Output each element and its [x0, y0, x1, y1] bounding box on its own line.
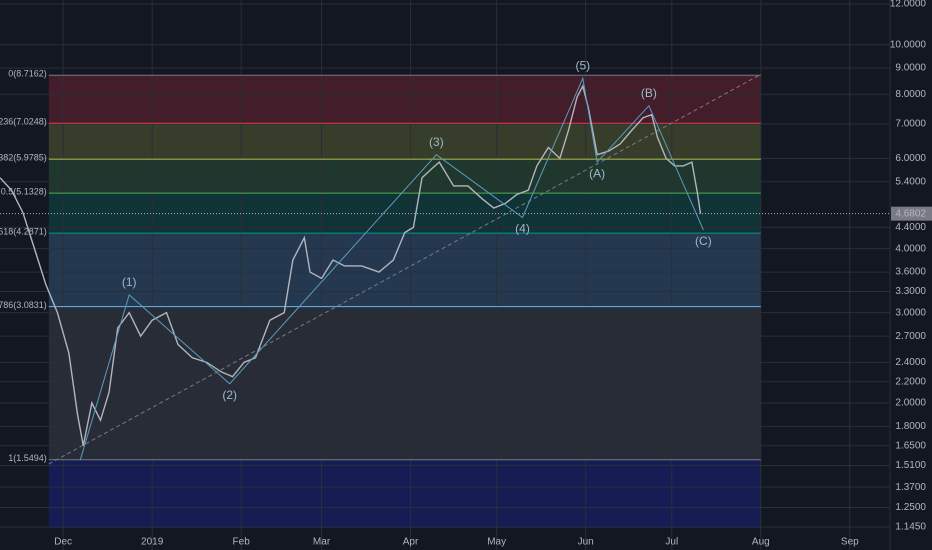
wave-label: (5) [575, 58, 590, 72]
last-price-label: 4.6802 [895, 208, 926, 219]
fib-band [48, 159, 761, 194]
y-tick-label: 7.0000 [895, 119, 926, 130]
x-tick-label: Aug [752, 537, 770, 548]
y-tick-label: 1.2500 [895, 502, 926, 513]
trendline [48, 73, 762, 465]
last-price-box [891, 206, 932, 221]
x-tick-label: Jul [665, 537, 678, 548]
y-tick-label: 8.0000 [895, 89, 926, 100]
wave-label: (2) [222, 388, 237, 402]
wave-label: (C) [695, 234, 712, 248]
fib-level-label: 0.5(5.1328) [1, 186, 47, 196]
y-tick-label: 9.0000 [895, 63, 926, 74]
y-tick-label: 2.4000 [895, 357, 926, 368]
y-tick-label: 6.0000 [895, 153, 926, 164]
fib-band [48, 75, 761, 124]
x-tick-label: Sep [841, 537, 859, 548]
x-tick-label: Jun [578, 537, 594, 548]
x-tick-label: Apr [403, 537, 419, 548]
fib-level-label: 0.382(5.9785) [0, 153, 47, 163]
fib-level-label: 0.786(3.0831) [0, 300, 47, 310]
fib-band [48, 193, 761, 234]
y-tick-label: 1.6500 [895, 440, 926, 451]
x-tick-label: Dec [54, 537, 72, 548]
fib-level-label: 1(1.5494) [8, 453, 47, 463]
y-tick-label: 2.7000 [895, 331, 926, 342]
fib-level-label: 0.618(4.2871) [0, 227, 47, 237]
y-tick-label: 3.0000 [895, 307, 926, 318]
y-tick-label: 3.6000 [895, 267, 926, 278]
x-tick-label: May [487, 537, 506, 548]
wave-line [79, 76, 704, 460]
y-tick-label: 2.0000 [895, 398, 926, 409]
fib-level-label: 0(8.7162) [8, 69, 47, 79]
wave-label: (4) [515, 222, 530, 236]
fib-band [48, 123, 761, 160]
y-tick-label: 1.1450 [895, 522, 926, 533]
x-tick-label: Mar [313, 537, 331, 548]
y-tick-label: 3.3000 [895, 286, 926, 297]
x-tick-label: 2019 [141, 537, 164, 548]
y-tick-label: 4.0000 [895, 243, 926, 254]
wave-label: (3) [429, 135, 444, 149]
fib-extension-band [48, 459, 761, 528]
wave-label: (A) [589, 166, 605, 180]
y-tick-label: 1.5100 [895, 460, 926, 471]
wave-label: (B) [641, 86, 657, 100]
y-tick-label: 4.4000 [895, 222, 926, 233]
wave-label: (1) [122, 275, 137, 289]
y-tick-label: 12.0000 [890, 0, 927, 10]
y-tick-label: 1.8000 [895, 421, 926, 432]
fib-band [48, 306, 761, 460]
y-tick-label: 5.4000 [895, 176, 926, 187]
fib-level-label: 0.236(7.0248) [0, 117, 47, 127]
y-tick-label: 2.2000 [895, 376, 926, 387]
price-line [0, 84, 702, 446]
x-tick-label: Feb [233, 537, 251, 548]
y-tick-label: 10.0000 [890, 39, 927, 50]
fib-band [48, 233, 761, 307]
y-tick-label: 1.3700 [895, 482, 926, 493]
